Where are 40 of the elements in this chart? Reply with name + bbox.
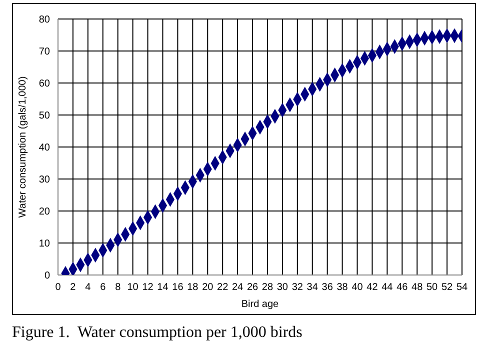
x-tick-label: 52: [441, 282, 454, 294]
y-tick-label: 50: [38, 110, 50, 122]
caption: Figure 1. Water consumption per 1,000 birds: [12, 324, 302, 342]
x-tick-label: 22: [217, 282, 229, 294]
x-tick-label: 36: [322, 282, 334, 294]
y-tick-label: 80: [38, 14, 50, 26]
x-tick-label: 40: [352, 282, 364, 294]
x-tick-label: 20: [202, 282, 214, 294]
x-tick-label: 26: [246, 282, 259, 294]
x-tick-label: 28: [262, 282, 274, 294]
x-tick-label: 50: [426, 282, 438, 294]
x-tick-label: 54: [456, 282, 468, 294]
y-tick-label: 0: [44, 270, 50, 282]
y-tick-label: 10: [38, 238, 50, 250]
x-tick-label: 12: [142, 282, 154, 294]
x-tick-label: 48: [412, 282, 424, 294]
x-axis-title: Bird age: [241, 299, 280, 310]
x-tick-label: 14: [157, 282, 169, 294]
x-tick-label: 34: [306, 282, 318, 294]
x-tick-label: 16: [172, 282, 184, 294]
x-tick-label: 24: [232, 282, 244, 294]
x-tick-label: 10: [127, 282, 139, 294]
x-tick-label: 0: [55, 282, 62, 294]
x-tick-label: 44: [382, 282, 394, 294]
y-tick-label: 20: [38, 206, 50, 218]
x-tick-label: 46: [396, 282, 408, 294]
x-tick-label: 8: [115, 282, 122, 294]
y-axis-title: Water consumption (gals/1,000): [18, 76, 29, 218]
x-tick-label: 42: [366, 282, 378, 294]
y-tick-label: 60: [38, 78, 50, 90]
x-tick-label: 4: [85, 282, 92, 294]
x-tick-label: 6: [100, 282, 106, 294]
y-tick-label: 70: [38, 46, 50, 58]
x-tick-label: 38: [336, 282, 348, 294]
x-tick-label: 18: [187, 282, 199, 294]
x-tick-label: 30: [276, 282, 288, 294]
x-tick-label: 2: [70, 282, 76, 294]
y-tick-label: 40: [38, 142, 50, 154]
x-tick-label: 32: [292, 282, 304, 294]
y-tick-label: 30: [38, 174, 50, 186]
